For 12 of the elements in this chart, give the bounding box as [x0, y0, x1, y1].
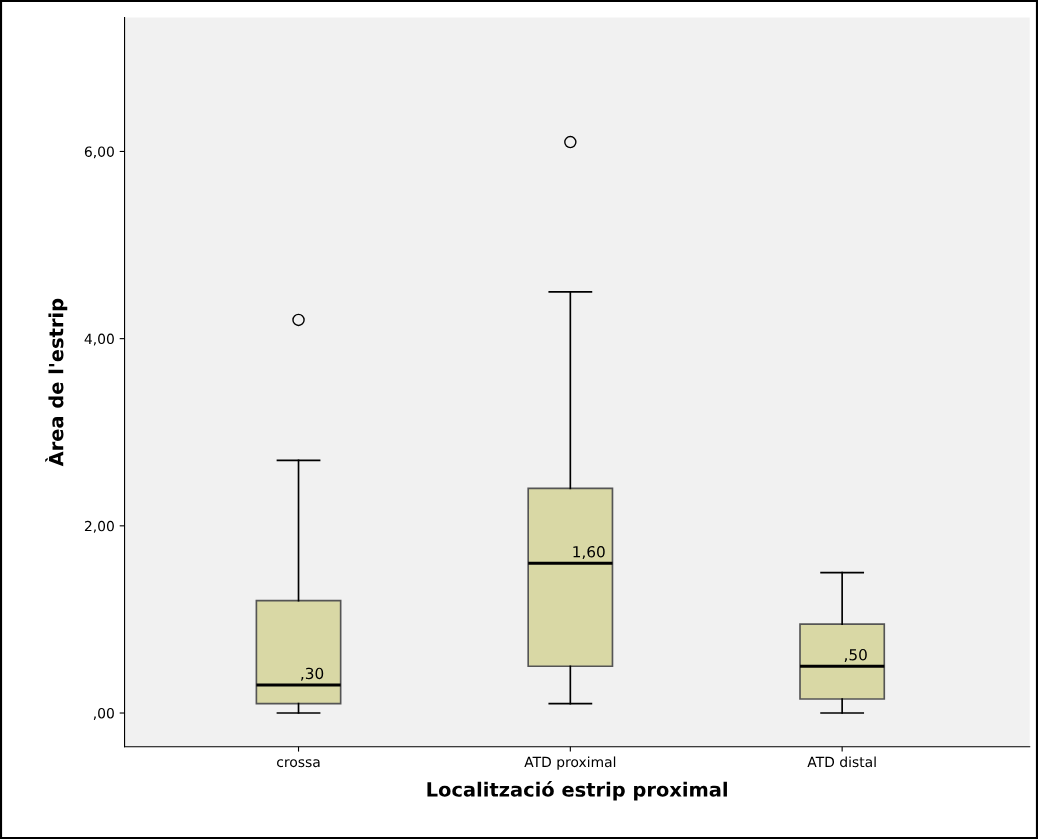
y-tick-label: 6,00 — [84, 146, 114, 159]
annotation: ,50 — [844, 648, 867, 663]
y-tick-label: 2,00 — [84, 520, 114, 533]
annotation: ,30 — [301, 667, 324, 681]
y-axis-title: Àrea de l'estrip — [45, 298, 68, 467]
x-tick-label: ATD proximal — [524, 756, 616, 770]
annotation: 1,60 — [573, 545, 605, 560]
x-tick-label: ATD distal — [807, 756, 876, 768]
x-axis-title: Localització estrip proximal — [427, 780, 727, 801]
x-tick-label: crossa — [277, 759, 320, 768]
y-tick-label: 4,00 — [84, 333, 114, 346]
y-tick-label: ,00 — [93, 707, 114, 720]
